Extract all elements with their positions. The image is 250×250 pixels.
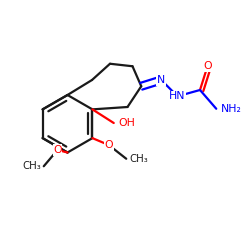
Text: NH₂: NH₂ xyxy=(221,104,242,114)
Text: O: O xyxy=(104,140,113,150)
Text: CH₃: CH₃ xyxy=(129,154,148,164)
Text: O: O xyxy=(53,145,62,155)
Text: N: N xyxy=(157,75,166,85)
Text: O: O xyxy=(203,61,212,71)
Text: OH: OH xyxy=(118,118,135,128)
Text: CH₃: CH₃ xyxy=(22,161,41,171)
Text: HN: HN xyxy=(169,91,186,101)
